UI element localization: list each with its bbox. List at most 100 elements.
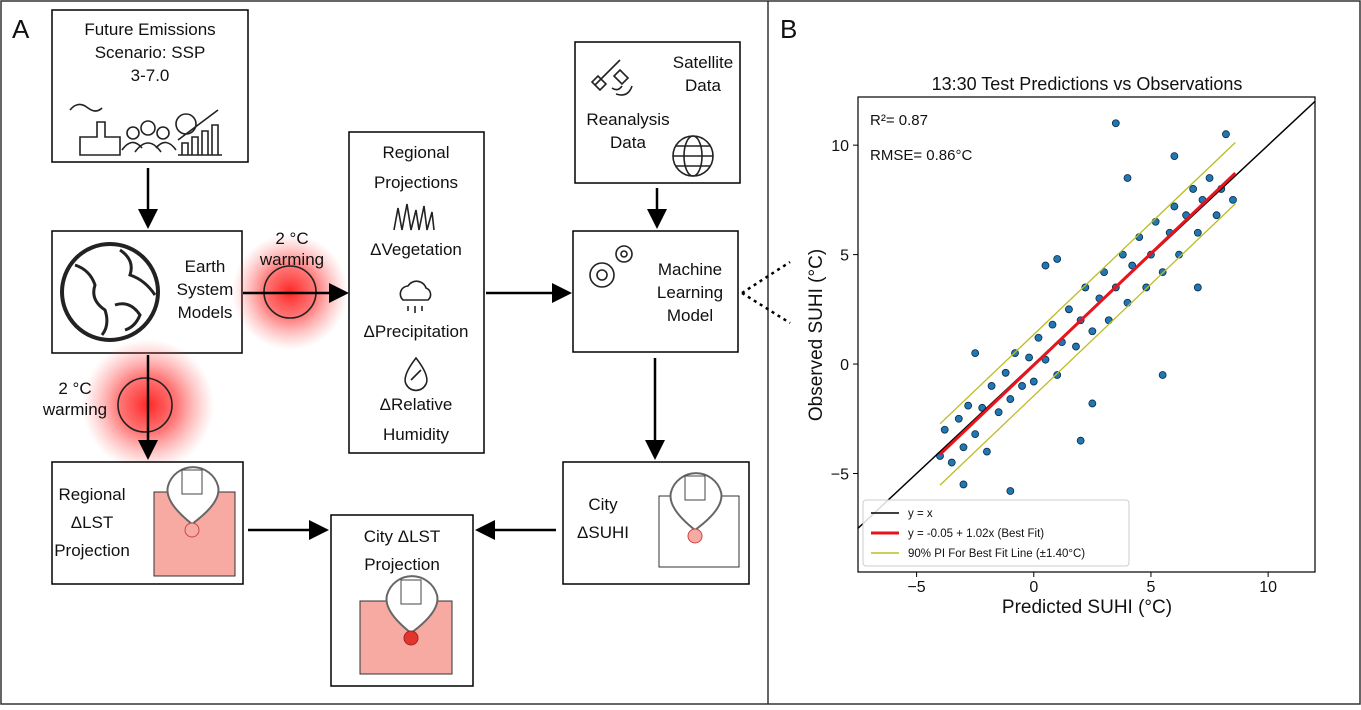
point <box>1118 250 1127 259</box>
y-tick-label: 5 <box>840 248 849 265</box>
point <box>987 382 996 390</box>
point <box>1041 355 1050 364</box>
point <box>1151 217 1160 226</box>
point <box>1123 174 1132 182</box>
node-text: System <box>177 280 234 299</box>
chart-title: 13:30 Test Predictions vs Observations <box>932 74 1243 94</box>
point <box>947 458 956 467</box>
point <box>1128 261 1137 270</box>
point <box>964 401 973 410</box>
node-text: Humidity <box>383 425 450 444</box>
point <box>1193 283 1202 292</box>
node-text: ΔSUHI <box>577 523 629 542</box>
point <box>1006 487 1015 495</box>
point <box>1029 377 1038 386</box>
emissions-node: Future Emissions Scenario: SSP 3-7.0 <box>51 9 249 163</box>
point <box>959 480 968 489</box>
ml-node: Machine Learning Model <box>572 230 739 353</box>
legend-label: y = -0.05 + 1.02x (Best Fit) <box>908 528 1044 540</box>
earth-node: Earth System Models <box>51 230 243 354</box>
node-text: ΔPrecipitation <box>364 322 469 341</box>
plot-area <box>858 100 1315 530</box>
regional-node: Regional Projections ΔVegetation ΔPrecip… <box>348 131 485 454</box>
x-tick-label: −5 <box>907 579 925 596</box>
panel-label: A <box>12 14 30 44</box>
warming-text: warming <box>42 400 107 419</box>
x-tick-label: 0 <box>1029 579 1038 596</box>
legend-box <box>862 499 1130 567</box>
point <box>1088 399 1097 408</box>
point <box>1081 283 1090 292</box>
point <box>1222 130 1230 139</box>
node-text: Reanalysis <box>586 110 669 129</box>
point <box>1100 268 1108 277</box>
node-text: Satellite <box>673 53 733 72</box>
legend-label: 90% PI For Best Fit Line (±1.40°C) <box>908 548 1085 560</box>
point <box>1229 195 1237 204</box>
point <box>971 349 980 358</box>
node-text: Projection <box>54 541 130 560</box>
point <box>1205 174 1214 182</box>
node-text: Data <box>610 133 646 152</box>
point <box>1018 382 1026 390</box>
x-tick-label: 5 <box>1146 579 1155 596</box>
legend-label: y = x <box>908 508 933 520</box>
x-axis-label: Predicted SUHI (°C) <box>1002 597 1172 618</box>
point <box>1048 320 1057 329</box>
point <box>1053 255 1062 263</box>
point <box>1088 327 1097 336</box>
node-text: Machine <box>658 260 722 279</box>
panel-label: B <box>780 14 797 44</box>
y-tick-label: 0 <box>840 357 849 374</box>
node-text: Future Emissions <box>84 20 215 39</box>
node-text: Model <box>667 306 713 325</box>
point <box>1053 371 1062 379</box>
y-tick-label: 10 <box>831 138 849 155</box>
warming-text: 2 °C <box>275 229 308 248</box>
city-suhi-node: City ΔSUHI <box>562 461 750 585</box>
warming-text: 2 °C <box>58 379 91 398</box>
node-text: Projection <box>364 555 440 574</box>
point <box>1065 305 1073 314</box>
point <box>1123 298 1132 307</box>
node-text: City ΔLST <box>364 527 441 546</box>
node-text: Data <box>685 76 721 95</box>
connector <box>741 260 791 325</box>
point <box>1142 283 1151 292</box>
x-tick-label: 10 <box>1259 579 1277 596</box>
point <box>1212 211 1221 220</box>
point <box>1076 436 1085 445</box>
point <box>1001 368 1010 377</box>
y-tick-label: −5 <box>831 466 849 483</box>
point <box>940 425 949 434</box>
node-text: Learning <box>657 283 723 302</box>
node-text: City <box>588 495 618 514</box>
point <box>1158 371 1167 379</box>
node-text: Models <box>178 303 233 322</box>
point <box>971 430 980 438</box>
node-text: 3-7.0 <box>131 66 170 85</box>
node-text: Scenario: SSP <box>95 43 206 62</box>
plot-frame <box>857 96 1316 573</box>
point <box>1189 185 1198 193</box>
point <box>994 408 1003 417</box>
point <box>954 414 963 423</box>
node-text: Projections <box>374 173 458 192</box>
regional-lst-node: Regional ΔLST Projection <box>51 461 244 585</box>
plot: −5 0 5 10 −5 0 5 10 y = x y = -0.05 + 1.02x (Best… <box>831 96 1316 596</box>
best-fit-line <box>938 172 1237 456</box>
warming-text: warming <box>259 250 324 269</box>
point <box>1170 202 1179 211</box>
node-text: Regional <box>58 485 125 504</box>
prediction-interval <box>939 203 1236 486</box>
prediction-interval <box>939 142 1236 425</box>
annotation: R²= 0.87 <box>870 112 928 129</box>
node-text: ΔLST <box>71 513 114 532</box>
globe-icon <box>117 377 173 433</box>
node-text: ΔRelative <box>380 395 453 414</box>
node-text: Regional <box>382 143 449 162</box>
node-text: ΔVegetation <box>370 240 462 259</box>
point <box>1072 342 1080 351</box>
